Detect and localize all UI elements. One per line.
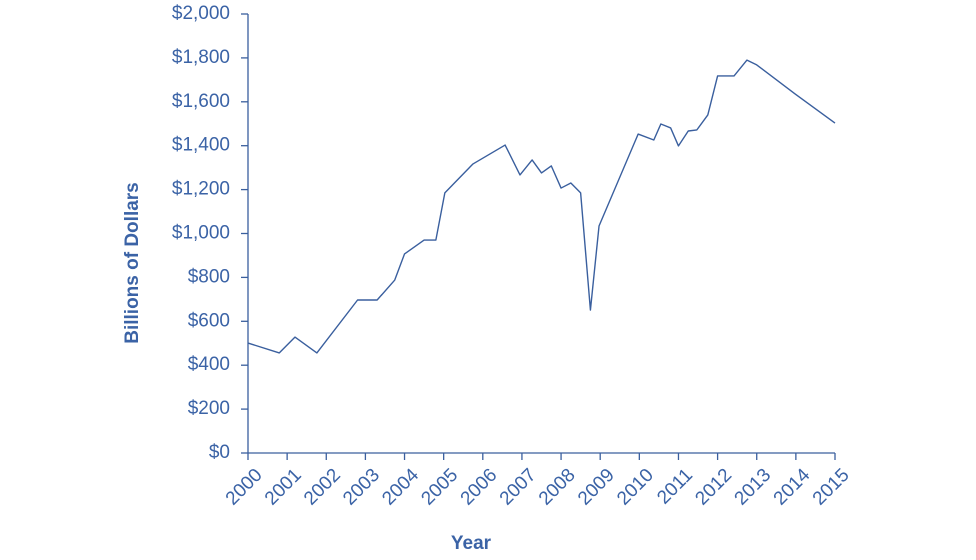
x-tick-label: 2014 <box>770 464 815 509</box>
x-tick-label: 2004 <box>378 464 423 509</box>
y-tick-label: $1,600 <box>172 91 230 112</box>
x-tick-label: 2013 <box>731 465 776 510</box>
y-tick-label: $400 <box>188 354 230 375</box>
y-tick-label: $1,000 <box>172 223 230 244</box>
x-tick-label: 2007 <box>496 465 541 510</box>
y-tick-label: $1,400 <box>172 135 230 156</box>
x-tick-label: 2001 <box>261 465 306 510</box>
x-tick-label: 2000 <box>222 465 267 510</box>
x-tick-label: 2008 <box>535 465 580 510</box>
y-axis-title: Billions of Dollars <box>122 182 143 344</box>
y-tick-label: $800 <box>188 266 230 287</box>
x-tick-label: 2005 <box>418 465 463 510</box>
x-tick-label: 2012 <box>691 465 736 510</box>
x-tick-label: 2009 <box>574 465 619 510</box>
y-tick-label: $1,800 <box>172 47 230 68</box>
x-tick-label: 2006 <box>457 465 502 510</box>
x-tick-label: 2010 <box>613 465 658 510</box>
x-tick-label: 2002 <box>300 465 345 510</box>
y-tick-label: $0 <box>209 442 230 463</box>
y-tick-label: $2,000 <box>172 3 230 24</box>
x-tick-label: 2015 <box>809 465 854 510</box>
y-tick-label: $1,200 <box>172 179 230 200</box>
x-tick-label: 2011 <box>653 465 697 509</box>
x-axis-title: Year <box>451 533 492 554</box>
data-line <box>247 59 836 354</box>
y-tick-label: $600 <box>188 310 230 331</box>
x-tick-label: 2003 <box>339 465 384 510</box>
y-tick-label: $200 <box>188 398 230 419</box>
